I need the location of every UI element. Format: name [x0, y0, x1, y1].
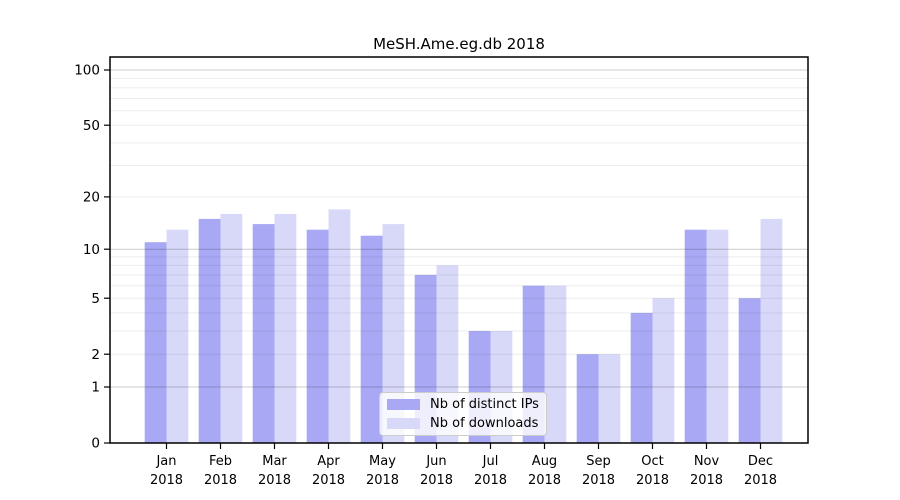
- x-tick-label-month: Aug: [532, 454, 557, 469]
- x-tick-label-month: Nov: [694, 454, 720, 469]
- y-tick-label: 1: [91, 380, 100, 396]
- bar-distinct-ips: [144, 242, 167, 443]
- x-tick-label-year: 2018: [744, 473, 777, 488]
- bar-downloads: [382, 224, 405, 443]
- x-tick-label-year: 2018: [474, 473, 507, 488]
- x-tick-label-month: Jan: [155, 454, 176, 469]
- x-tick-label-month: May: [369, 454, 396, 469]
- bar-downloads: [760, 218, 783, 443]
- bar-distinct-ips: [684, 229, 707, 443]
- bar-downloads: [274, 214, 297, 443]
- chart-title: MeSH.Ame.eg.db 2018: [373, 35, 545, 53]
- legend-label-distinct-ips: Nb of distinct IPs: [430, 397, 539, 412]
- bar-downloads: [598, 354, 621, 443]
- x-tick-label-month: Apr: [317, 454, 340, 469]
- x-tick-label-month: Feb: [209, 454, 232, 469]
- x-tick-label-year: 2018: [528, 473, 561, 488]
- legend: Nb of distinct IPs Nb of downloads: [379, 392, 547, 436]
- x-tick-label-year: 2018: [366, 473, 399, 488]
- legend-item-downloads: Nb of downloads: [387, 416, 539, 431]
- x-tick-label-month: Mar: [262, 454, 287, 469]
- bar-downloads: [166, 229, 189, 443]
- x-tick-label-year: 2018: [312, 473, 345, 488]
- y-tick-label: 2: [91, 347, 100, 363]
- bar-distinct-ips: [306, 229, 329, 443]
- legend-swatch-distinct-ips: [387, 399, 420, 410]
- bar-distinct-ips: [576, 354, 599, 443]
- legend-item-distinct-ips: Nb of distinct IPs: [387, 397, 539, 412]
- y-tick-label: 0: [91, 436, 100, 452]
- x-tick-label-year: 2018: [636, 473, 669, 488]
- bar-downloads: [652, 298, 675, 443]
- y-tick-label: 50: [83, 118, 100, 134]
- legend-swatch-downloads: [387, 418, 420, 429]
- bar-downloads: [544, 285, 567, 443]
- bar-distinct-ips: [198, 218, 221, 443]
- x-tick-label-year: 2018: [690, 473, 723, 488]
- x-tick-label-month: Jun: [425, 454, 446, 469]
- bar-distinct-ips: [630, 312, 653, 443]
- bar-distinct-ips: [360, 235, 383, 443]
- x-tick-label-year: 2018: [258, 473, 291, 488]
- y-tick-label: 100: [74, 63, 100, 79]
- x-tick-label-year: 2018: [582, 473, 615, 488]
- legend-label-downloads: Nb of downloads: [430, 416, 539, 431]
- bar-downloads: [706, 229, 729, 443]
- x-tick-label-month: Sep: [586, 454, 611, 469]
- x-tick-label-year: 2018: [150, 473, 183, 488]
- bar-distinct-ips: [738, 298, 761, 443]
- bar-distinct-ips: [252, 224, 275, 443]
- bar-downloads: [328, 209, 351, 443]
- x-tick-label-year: 2018: [204, 473, 237, 488]
- plot-border: [109, 56, 809, 444]
- bar-downloads: [220, 214, 243, 443]
- y-tick-label: 20: [83, 190, 100, 206]
- x-tick-label-month: Oct: [641, 454, 663, 469]
- y-tick-label: 5: [91, 291, 100, 307]
- x-tick-label-year: 2018: [420, 473, 453, 488]
- y-tick-label: 10: [83, 242, 100, 258]
- x-tick-label-month: Dec: [748, 454, 773, 469]
- x-tick-label-month: Jul: [482, 454, 499, 469]
